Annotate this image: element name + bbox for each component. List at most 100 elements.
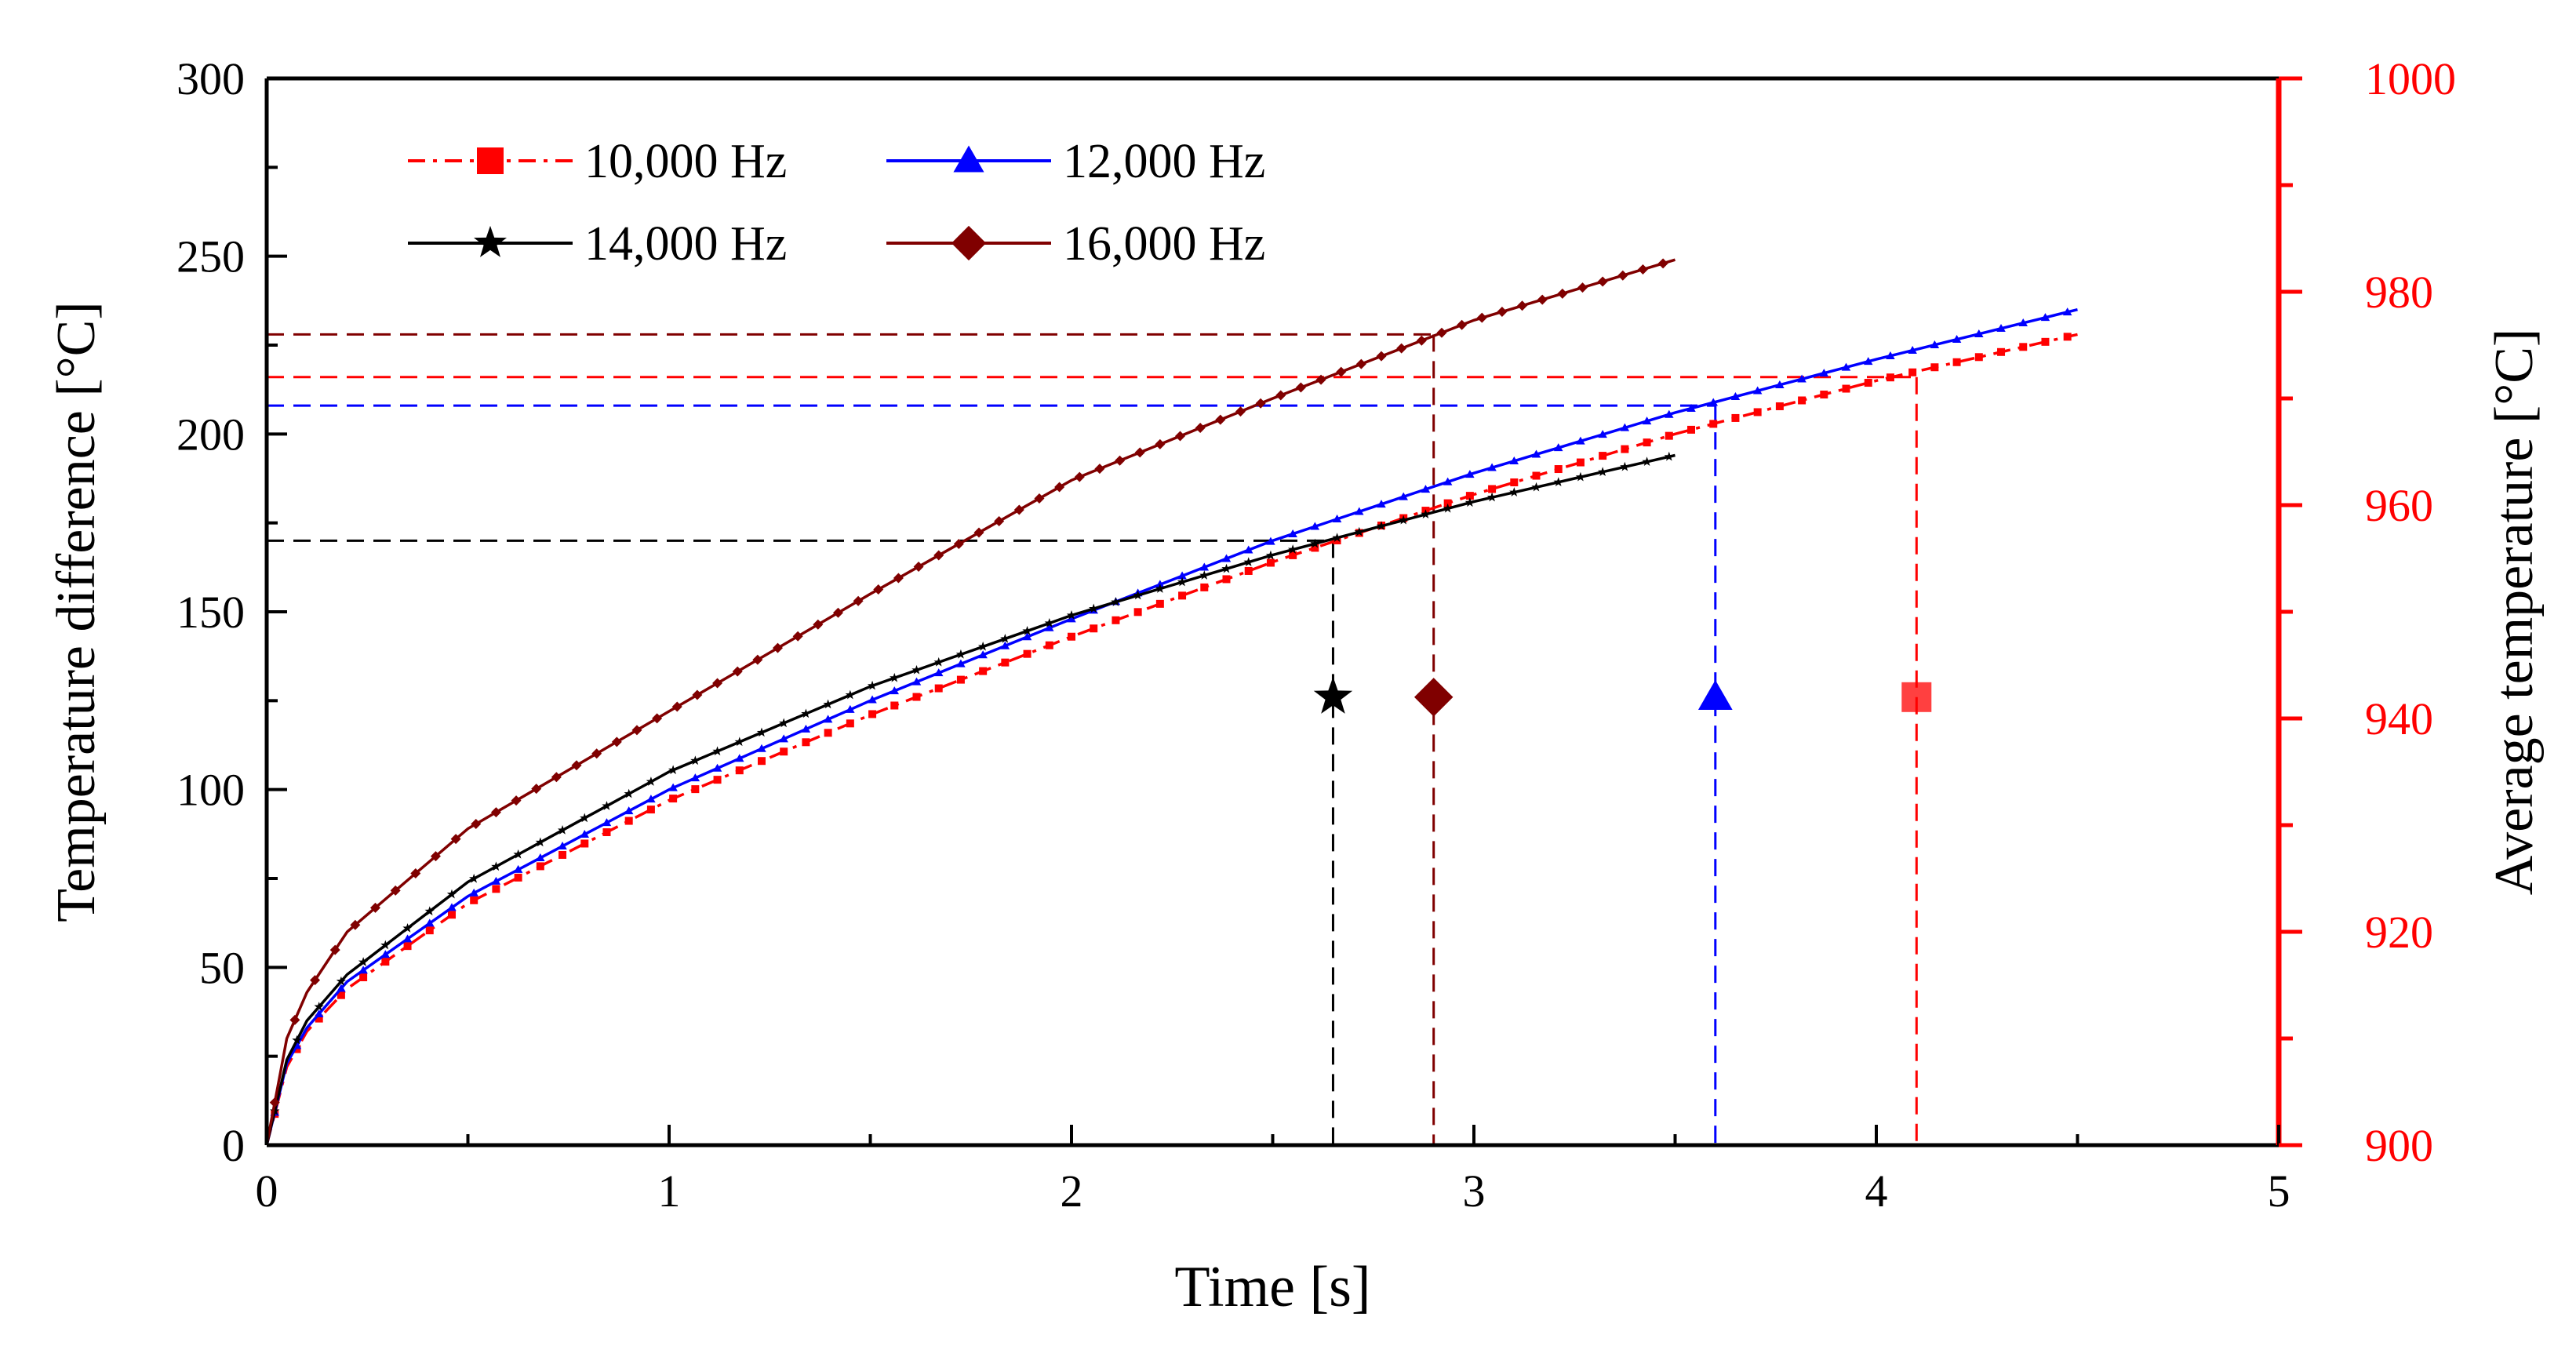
series-marker-0	[1244, 566, 1253, 575]
series-marker-0	[558, 850, 567, 859]
series-markers-2	[270, 451, 1674, 1115]
series-marker-1	[1377, 500, 1386, 508]
series-marker-1	[1952, 334, 1962, 343]
x-tick-label-0: 0	[256, 1166, 278, 1217]
series-marker-1	[1730, 391, 1741, 400]
series-marker-3	[1336, 366, 1347, 377]
series-marker-2	[557, 824, 568, 835]
series-marker-3	[973, 527, 984, 538]
series-marker-1	[933, 668, 944, 677]
series-marker-0	[1045, 641, 1053, 649]
series-marker-1	[978, 650, 988, 659]
legend-entry-1: 12,000 Hz	[886, 135, 1265, 188]
series-marker-2	[779, 718, 789, 728]
series-markers-3	[269, 258, 1668, 1108]
series-marker-1	[580, 830, 590, 838]
series-marker-3	[1537, 294, 1548, 305]
series-marker-0	[1090, 624, 1098, 633]
series-marker-0	[1289, 551, 1297, 559]
y-left-tick-label-3: 150	[176, 587, 245, 638]
series-marker-2	[380, 940, 391, 950]
series-marker-3	[1637, 264, 1648, 275]
series-marker-0	[646, 806, 655, 814]
series-marker-1	[1841, 362, 1851, 371]
series-marker-1	[846, 704, 855, 713]
legend-entry-3: 16,000 Hz	[886, 217, 1265, 271]
series-marker-3	[269, 1097, 280, 1108]
series-marker-0	[403, 942, 412, 951]
series-marker-1	[1797, 374, 1806, 383]
series-marker-1	[1443, 477, 1453, 486]
series-marker-0	[470, 896, 478, 904]
x-tick-label-5: 5	[2268, 1166, 2290, 1217]
axes: 0 1 2 3 4 5 Time [s] 0 50 100 150 200 250 300 Temperat…	[46, 53, 2545, 1319]
series-marker-0	[1908, 368, 1917, 376]
series-marker-1	[1752, 386, 1763, 395]
series-marker-1	[1863, 357, 1873, 366]
series-marker-3	[1295, 382, 1306, 393]
series-marker-2	[1155, 584, 1166, 593]
series-marker-2	[1133, 590, 1143, 600]
series-marker-3	[450, 834, 461, 845]
series-marker-0	[691, 785, 700, 794]
series-marker-1	[624, 806, 634, 815]
series-marker-3	[752, 654, 763, 665]
series-marker-3	[1617, 270, 1628, 281]
series-marker-1	[491, 876, 501, 885]
series-marker-0	[1465, 492, 1474, 500]
series-marker-3	[1577, 282, 1588, 293]
series-marker-1	[380, 950, 391, 958]
series-marker-3	[1457, 319, 1468, 330]
series-marker-0	[1997, 347, 2006, 356]
marker-point-2	[1313, 676, 1353, 714]
series-marker-1	[1665, 409, 1674, 418]
series-marker-0	[1155, 599, 1164, 608]
series-marker-0	[425, 926, 434, 935]
series-marker-1	[2062, 307, 2072, 316]
series-marker-1	[1819, 369, 1829, 377]
series-marker-1	[469, 888, 478, 897]
series-marker-1	[712, 763, 722, 772]
series-marker-2	[845, 689, 856, 700]
series-marker-3	[430, 851, 441, 862]
series-marker-3	[813, 619, 824, 630]
series-marker-3	[773, 642, 784, 653]
series-marker-0	[1974, 353, 1983, 362]
series-marker-3	[893, 573, 904, 584]
series-marker-2	[1354, 526, 1364, 536]
series-marker-3	[410, 868, 421, 879]
series-marker-0	[492, 885, 500, 893]
series-marker-3	[310, 975, 321, 986]
series-marker-0	[359, 973, 368, 982]
series-marker-3	[571, 760, 582, 771]
series-marker-0	[1311, 544, 1319, 552]
series-marker-0	[824, 729, 832, 737]
series-marker-2	[734, 737, 744, 747]
x-axis-label: Time [s]	[1174, 1255, 1370, 1319]
series-marker-2	[1287, 544, 1298, 554]
series-marker-2	[823, 699, 833, 709]
series-marker-2	[1486, 492, 1497, 502]
x-tick-label-3: 3	[1463, 1166, 1486, 1217]
series-marker-3	[1115, 455, 1126, 466]
legend-entry-2: 14,000 Hz	[408, 217, 787, 271]
series-marker-2	[1531, 482, 1541, 492]
series-marker-1	[602, 818, 612, 827]
series-marker-1	[1775, 380, 1785, 389]
series-marker-3	[1657, 258, 1668, 269]
series-marker-1	[358, 966, 368, 974]
series-marker-2	[1376, 521, 1387, 531]
series-marker-2	[1199, 570, 1210, 580]
series-marker-3	[1376, 351, 1387, 362]
y-right-tick-label-5: 1000	[2365, 53, 2456, 104]
series-marker-2	[1597, 467, 1608, 477]
series-marker-1	[690, 773, 700, 782]
series-marker-0	[1621, 445, 1629, 453]
series-marker-3	[913, 562, 924, 573]
series-marker-1	[1576, 436, 1585, 445]
series-marker-2	[1111, 597, 1121, 606]
series-marker-1	[1199, 562, 1210, 571]
series-marker-0	[602, 828, 611, 837]
series-marker-2	[402, 922, 413, 933]
